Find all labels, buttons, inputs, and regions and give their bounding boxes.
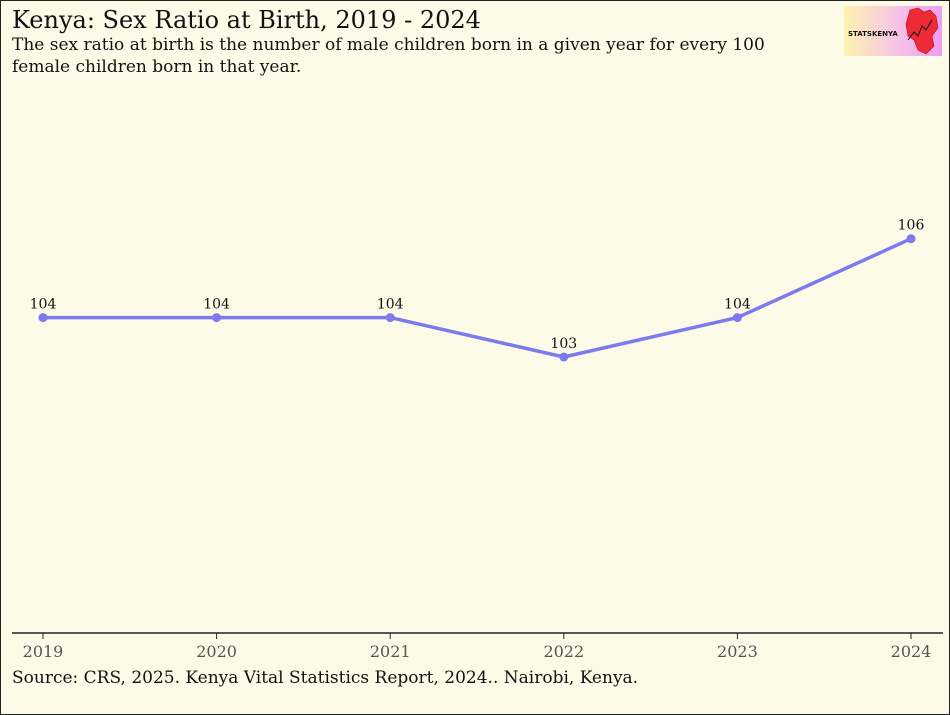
- data-point: [732, 313, 742, 323]
- data-label: 104: [377, 297, 404, 313]
- x-tick-label: 2024: [891, 642, 932, 661]
- data-label: 104: [203, 297, 230, 313]
- logo-text: STATSKENYA: [848, 30, 898, 38]
- x-tick-label: 2020: [196, 642, 237, 661]
- data-point: [559, 352, 569, 362]
- x-tick-label: 2021: [370, 642, 411, 661]
- data-label: 104: [30, 297, 57, 313]
- chart-subtitle: The sex ratio at birth is the number of …: [12, 35, 765, 77]
- chart-title: Kenya: Sex Ratio at Birth, 2019 - 2024: [12, 6, 481, 34]
- stats-kenya-logo: STATSKENYA: [844, 6, 942, 56]
- data-point: [212, 313, 222, 323]
- series-line: [43, 237, 912, 359]
- x-tick-label: 2022: [543, 642, 584, 661]
- data-point: [385, 313, 395, 323]
- data-point: [906, 234, 916, 244]
- data-label: 106: [898, 218, 925, 234]
- data-label: 103: [550, 336, 577, 352]
- x-tick-label: 2023: [717, 642, 758, 661]
- data-point: [38, 313, 48, 323]
- x-tick-label: 2019: [23, 642, 64, 661]
- source-note: Source: CRS, 2025. Kenya Vital Statistic…: [12, 668, 639, 688]
- data-label: 104: [724, 297, 751, 313]
